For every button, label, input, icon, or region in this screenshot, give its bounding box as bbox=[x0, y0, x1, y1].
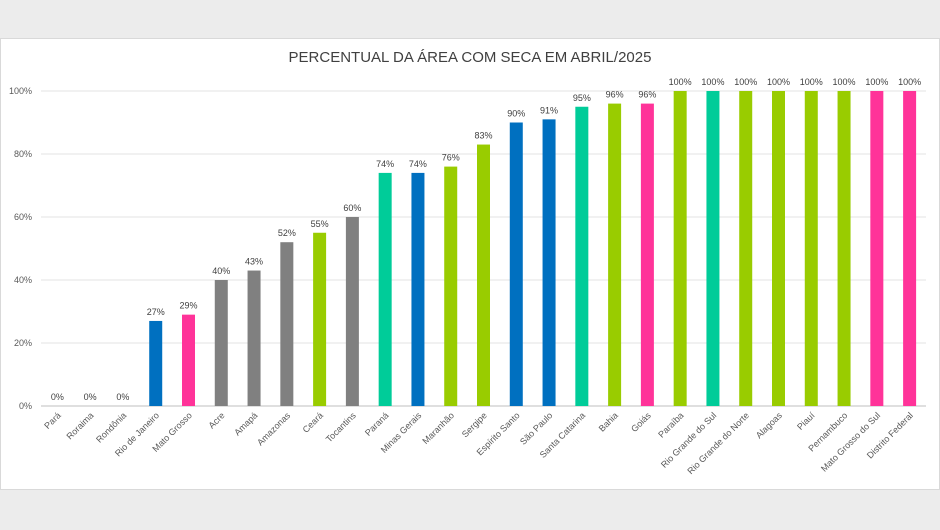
category-label: Amazonas bbox=[255, 410, 292, 447]
data-label: 60% bbox=[343, 203, 361, 213]
category-label: Ceará bbox=[301, 410, 325, 434]
category-label: Paraíba bbox=[656, 410, 685, 439]
category-label: Alagoas bbox=[754, 410, 784, 440]
bar bbox=[345, 217, 359, 406]
bar bbox=[640, 103, 654, 406]
data-label: 91% bbox=[540, 105, 558, 115]
bar bbox=[444, 166, 458, 406]
category-label: Maranhão bbox=[420, 410, 456, 446]
data-label: 0% bbox=[84, 392, 97, 402]
bar bbox=[608, 103, 622, 406]
data-label: 40% bbox=[212, 266, 230, 276]
data-label: 55% bbox=[311, 219, 329, 229]
data-label: 100% bbox=[734, 77, 757, 87]
category-label: Roraima bbox=[64, 410, 95, 441]
y-tick-label: 0% bbox=[19, 401, 32, 411]
y-tick-label: 80% bbox=[14, 149, 32, 159]
bar bbox=[214, 280, 228, 406]
y-tick-label: 100% bbox=[9, 86, 32, 96]
data-label: 27% bbox=[147, 307, 165, 317]
data-label: 43% bbox=[245, 257, 263, 267]
category-label: Paraná bbox=[363, 410, 391, 438]
data-label: 96% bbox=[606, 90, 624, 100]
category-label: Piauí bbox=[795, 410, 817, 432]
data-label: 100% bbox=[767, 77, 790, 87]
y-tick-label: 20% bbox=[14, 338, 32, 348]
y-tick-label: 40% bbox=[14, 275, 32, 285]
category-label: Sergipe bbox=[460, 410, 489, 439]
data-label: 0% bbox=[51, 392, 64, 402]
data-label: 76% bbox=[442, 153, 460, 163]
data-label: 83% bbox=[474, 131, 492, 141]
data-label: 95% bbox=[573, 93, 591, 103]
category-label: Tocantins bbox=[324, 410, 358, 444]
category-label: Rondônia bbox=[94, 410, 128, 444]
bar bbox=[903, 91, 917, 406]
data-label: 100% bbox=[701, 77, 724, 87]
data-label: 74% bbox=[376, 159, 394, 169]
category-label: Bahia bbox=[597, 410, 620, 433]
bar bbox=[673, 91, 687, 406]
bar bbox=[772, 91, 785, 406]
data-label: 96% bbox=[638, 90, 656, 100]
category-label: Mato Grosso do Sul bbox=[819, 410, 882, 473]
bar-chart: 0%20%40%60%80%100%0%Pará0%Roraima0%Rondô… bbox=[9, 77, 926, 476]
data-label: 74% bbox=[409, 159, 427, 169]
chart-title: PERCENTUAL DA ÁREA COM SECA EM ABRIL/202… bbox=[288, 49, 652, 66]
data-label: 29% bbox=[179, 301, 197, 311]
bar bbox=[247, 270, 261, 406]
data-label: 100% bbox=[898, 77, 921, 87]
category-label: Pará bbox=[42, 410, 63, 431]
data-label: 100% bbox=[669, 77, 692, 87]
bar bbox=[542, 119, 556, 406]
data-label: 100% bbox=[800, 77, 823, 87]
data-label: 90% bbox=[507, 109, 525, 119]
bar bbox=[182, 314, 195, 406]
data-label: 0% bbox=[116, 392, 129, 402]
category-label: Rio Grande do Norte bbox=[685, 410, 751, 476]
bar bbox=[837, 91, 851, 406]
bar bbox=[509, 122, 523, 406]
data-label: 100% bbox=[865, 77, 888, 87]
bar bbox=[575, 106, 589, 406]
category-label: Rio Grande do Sul bbox=[659, 410, 718, 469]
bar bbox=[411, 172, 425, 406]
bar bbox=[706, 91, 720, 406]
bar bbox=[804, 91, 818, 406]
category-label: Acre bbox=[207, 410, 227, 430]
bar bbox=[313, 232, 327, 406]
category-label: Amapá bbox=[232, 410, 259, 437]
bar bbox=[149, 320, 163, 406]
data-label: 100% bbox=[833, 77, 856, 87]
bar bbox=[739, 91, 753, 406]
chart-card: PERCENTUAL DA ÁREA COM SECA EM ABRIL/202… bbox=[0, 38, 940, 490]
category-label: Goiás bbox=[629, 410, 653, 434]
bar bbox=[378, 172, 392, 406]
bar bbox=[870, 91, 884, 406]
bar bbox=[477, 144, 490, 407]
data-label: 52% bbox=[278, 228, 296, 238]
bar bbox=[280, 242, 294, 406]
y-tick-label: 60% bbox=[14, 212, 32, 222]
